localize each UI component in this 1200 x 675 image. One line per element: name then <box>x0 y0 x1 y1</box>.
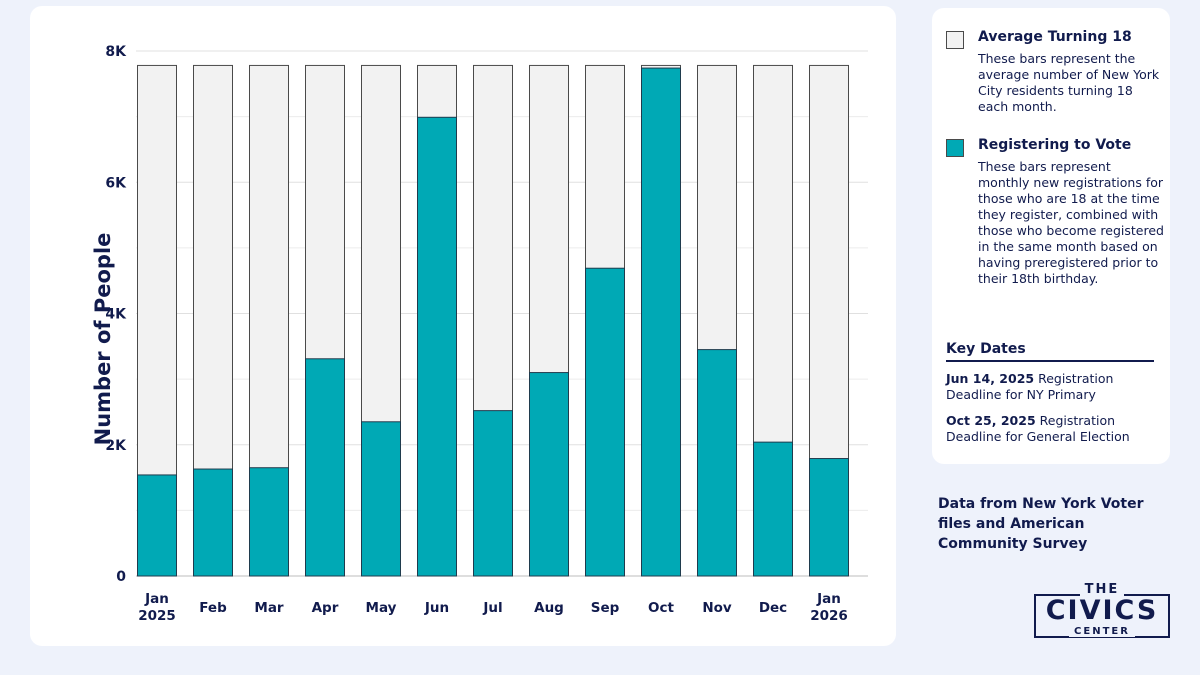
y-tick-label: 2K <box>105 438 127 454</box>
bar-registering-to-vote <box>249 467 289 577</box>
source-note: Data from New York Voter files and Ameri… <box>938 496 1144 552</box>
bar-registering-to-vote <box>137 474 177 577</box>
key-date-text: Registration Deadline for General Electi… <box>946 413 1130 444</box>
bar-registering-to-vote <box>361 421 401 577</box>
x-tick-label: Jan 2025 <box>138 591 176 624</box>
key-date-item: Oct 25, 2025 Registration Deadline for G… <box>946 413 1160 445</box>
bar-registering-to-vote <box>417 116 457 577</box>
y-tick-label: 8K <box>105 44 127 60</box>
bar-chart: 0 2K 4K 6K 8K Jan 2025 Feb Mar Apr May Jun Jul Aug Se… <box>91 44 868 624</box>
logo-the: THE <box>1079 582 1125 597</box>
y-tick-label: 4K <box>105 307 127 323</box>
bar-registering-to-vote <box>193 468 233 577</box>
x-tick-label: Jun <box>424 600 449 616</box>
x-tick-label: Mar <box>254 600 284 616</box>
legend-swatch-grey <box>946 31 964 49</box>
x-tick-label: Jan 2026 <box>810 591 848 624</box>
legend-label: Registering to Vote <box>978 137 1132 153</box>
x-axis-ticks: Jan 2025 Feb Mar Apr May Jun Jul Aug Sep Oct Nov Dec… <box>138 591 848 624</box>
bar-registering-to-vote <box>529 372 569 577</box>
x-tick-label: Aug <box>534 600 564 616</box>
key-date-date: Oct 25, 2025 <box>946 413 1036 428</box>
y-tick-label: 6K <box>105 175 127 191</box>
bar-registering-to-vote <box>585 267 625 577</box>
key-date-item: Jun 14, 2025 Registration Deadline for N… <box>946 371 1160 403</box>
bar-registering-to-vote <box>641 67 681 577</box>
x-tick-label: Dec <box>759 600 787 616</box>
x-tick-label: Sep <box>591 600 620 616</box>
legend-label: Average Turning 18 <box>978 29 1132 45</box>
bars <box>137 64 849 577</box>
key-date-date: Jun 14, 2025 <box>946 371 1035 386</box>
legend-description: These bars represent the average number … <box>978 51 1160 114</box>
x-tick-label: Jul <box>482 600 502 616</box>
legend-card: Average Turning 18 These bars represent … <box>932 8 1170 464</box>
y-axis-label: Number of People <box>91 233 115 446</box>
legend-description: These bars represent monthly new registr… <box>978 159 1164 286</box>
x-tick-label: Apr <box>312 600 339 616</box>
y-axis-ticks: 0 2K 4K 6K 8K <box>105 44 127 585</box>
logo-civics: CIVICS <box>1045 595 1159 626</box>
bar-registering-to-vote <box>809 458 849 577</box>
x-tick-label: Nov <box>702 600 732 616</box>
chart-card: 0 2K 4K 6K 8K Jan 2025 Feb Mar Apr May Jun Jul Aug Se… <box>30 6 896 646</box>
civics-center-logo: THE CIVICS CENTER <box>1032 582 1172 640</box>
key-dates-heading: Key Dates <box>946 341 1154 362</box>
x-tick-label: May <box>366 600 397 616</box>
bar-registering-to-vote <box>697 349 737 577</box>
legend-swatch-teal <box>946 139 964 157</box>
x-tick-label: Oct <box>648 600 674 616</box>
logo-center: CENTER <box>1069 626 1135 637</box>
bar-registering-to-vote <box>305 358 345 577</box>
bar-registering-to-vote <box>473 410 513 577</box>
bar-registering-to-vote <box>753 441 793 577</box>
x-tick-label: Feb <box>199 600 227 616</box>
y-tick-label: 0 <box>116 569 126 585</box>
key-date-text: Registration Deadline for NY Primary <box>946 371 1114 402</box>
